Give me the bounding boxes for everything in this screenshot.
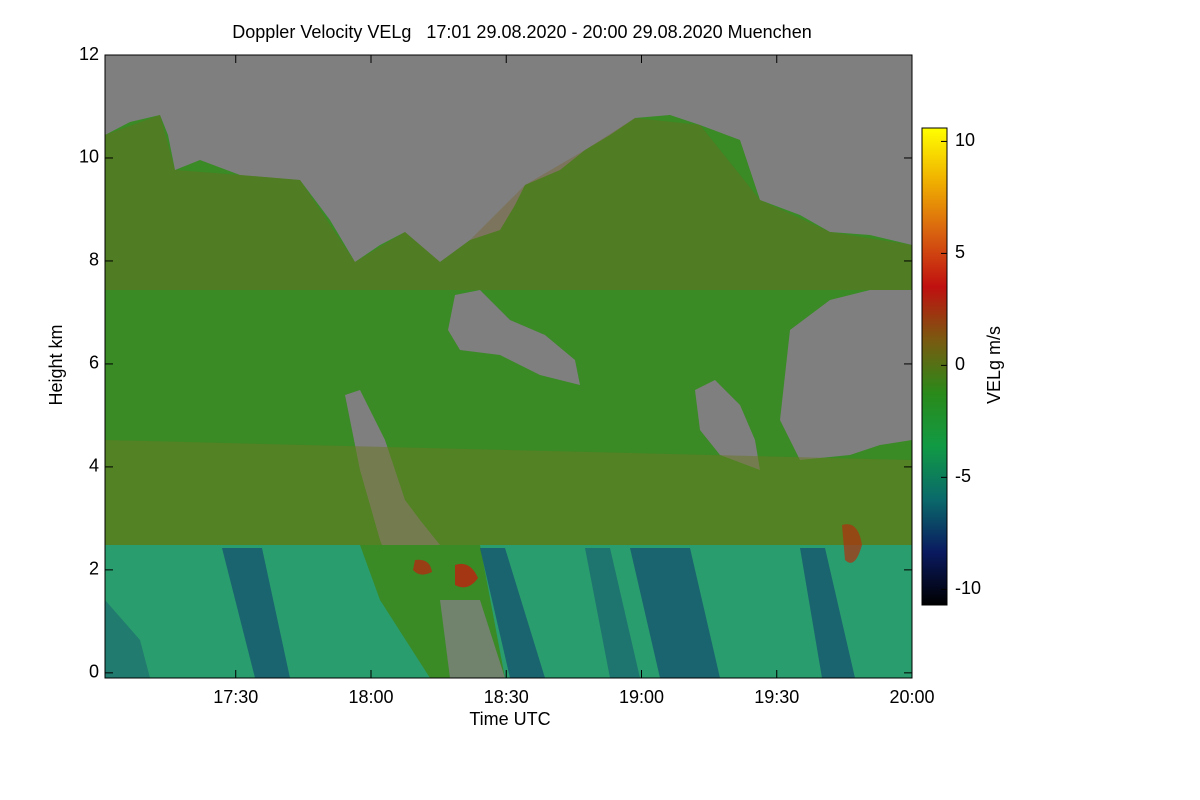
y-tick-label: 8 <box>89 250 99 270</box>
colorbar <box>921 127 948 606</box>
plot-frame <box>104 54 913 679</box>
x-tick-label: 20:00 <box>889 687 934 707</box>
y-tick-label: 10 <box>79 147 99 167</box>
y-tick-label: 2 <box>89 559 99 579</box>
y-axis-label: Height km <box>46 324 66 405</box>
x-tick-label: 18:30 <box>484 687 529 707</box>
colorbar-tick-label: -5 <box>955 466 971 486</box>
y-tick-label: 6 <box>89 353 99 373</box>
colorbar-tick-label: -10 <box>955 578 981 598</box>
y-tick-label: 4 <box>89 456 99 476</box>
x-tick-label: 18:00 <box>348 687 393 707</box>
colorbar-tick-label: 10 <box>955 130 975 150</box>
x-tick-label: 17:30 <box>213 687 258 707</box>
colorbar-label: VELg m/s <box>984 326 1004 404</box>
y-tick-label: 0 <box>89 662 99 682</box>
x-tick-label: 19:00 <box>619 687 664 707</box>
x-axis-label: Time UTC <box>469 709 550 729</box>
colorbar-tick-label: 5 <box>955 242 965 262</box>
colorbar-tick-label: 0 <box>955 354 965 374</box>
velocity-field <box>105 55 912 678</box>
x-tick-label: 19:30 <box>754 687 799 707</box>
y-tick-label: 12 <box>79 44 99 64</box>
chart-title: Doppler Velocity VELg 17:01 29.08.2020 -… <box>232 22 811 42</box>
